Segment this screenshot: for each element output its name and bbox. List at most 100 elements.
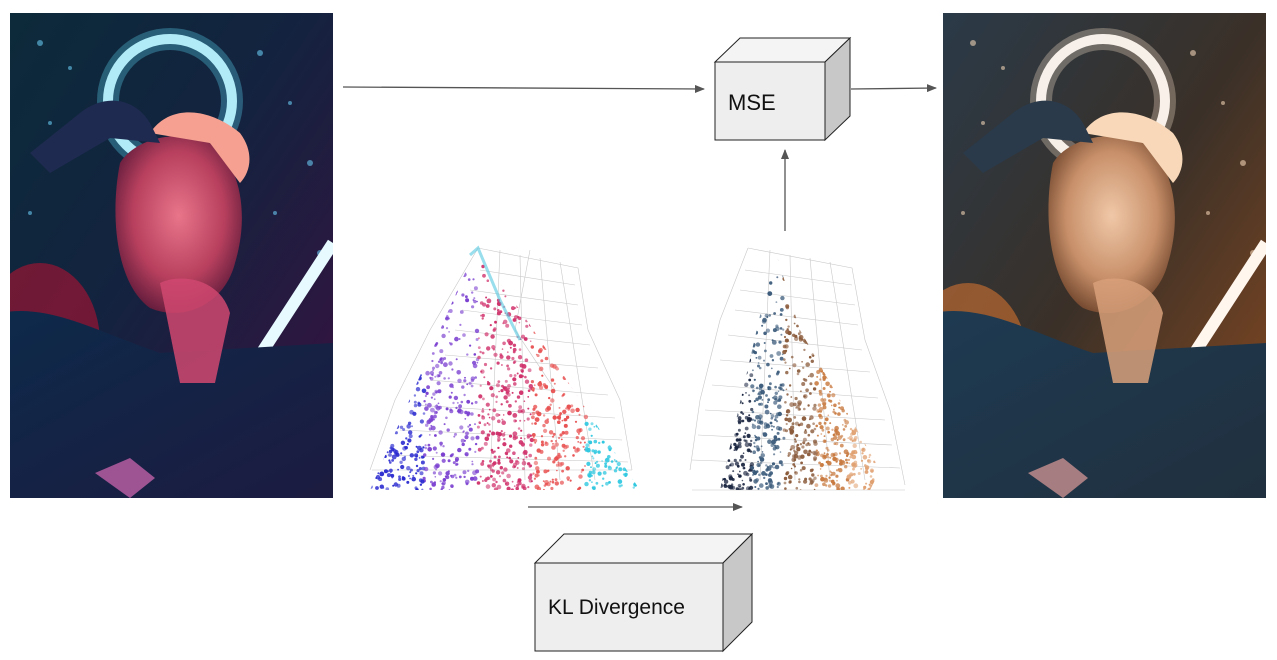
cloud-point xyxy=(877,476,880,479)
cloud-point xyxy=(799,489,802,490)
cloud-point xyxy=(745,349,749,353)
cloud-point xyxy=(860,468,862,470)
cloud-point xyxy=(769,421,773,425)
cloud-point xyxy=(799,468,803,472)
cloud-point xyxy=(844,402,849,406)
cloud-point xyxy=(576,393,580,397)
cloud-point xyxy=(583,286,586,290)
cloud-point xyxy=(573,382,576,385)
cloud-point xyxy=(555,463,560,467)
cloud-point xyxy=(756,425,761,430)
cloud-point xyxy=(735,487,739,490)
cloud-point xyxy=(463,379,467,383)
cloud-point xyxy=(755,415,760,420)
cloud-point xyxy=(855,387,858,389)
cloud-point xyxy=(424,406,429,411)
cloud-point xyxy=(849,427,853,431)
cloud-point xyxy=(843,377,849,382)
cloud-point xyxy=(789,402,795,407)
cloud-point xyxy=(375,476,378,479)
cloud-point xyxy=(550,439,553,443)
cloud-point xyxy=(754,486,757,488)
cloud-point xyxy=(506,338,511,343)
cloud-point xyxy=(396,411,401,417)
cloud-point xyxy=(606,399,609,402)
cloud-point xyxy=(747,358,752,363)
cloud-point xyxy=(430,424,433,427)
cloud-point xyxy=(832,369,835,372)
cloud-point xyxy=(438,471,443,476)
cloud-point xyxy=(554,456,559,461)
cloud-point xyxy=(518,390,524,396)
cloud-point xyxy=(770,414,775,418)
cloud-point xyxy=(798,478,801,481)
cloud-point xyxy=(447,459,451,463)
cloud-point xyxy=(391,454,397,460)
cloud-point xyxy=(569,376,574,381)
cloud-point xyxy=(781,353,784,356)
cloud-point xyxy=(773,400,778,405)
cloud-point xyxy=(419,434,422,438)
cloud-point xyxy=(385,390,391,396)
cloud-point xyxy=(434,434,437,437)
cloud-point xyxy=(549,480,552,483)
cloud-point xyxy=(454,432,457,436)
cloud-point xyxy=(728,375,733,379)
cloud-point xyxy=(560,353,564,357)
cloud-point xyxy=(727,402,730,405)
cloud-point xyxy=(543,469,548,474)
cloud-point xyxy=(408,330,412,334)
cloud-point xyxy=(401,330,406,335)
cloud-point xyxy=(425,391,429,395)
cloud-point xyxy=(774,398,778,401)
cloud-point xyxy=(561,431,565,435)
cloud-point xyxy=(838,375,841,378)
cloud-point xyxy=(431,352,435,355)
cloud-point xyxy=(493,307,497,311)
cloud-point xyxy=(492,477,496,482)
cloud-point xyxy=(853,327,857,331)
cloud-point xyxy=(812,406,817,411)
cloud-point xyxy=(409,477,411,480)
cloud-point xyxy=(813,337,817,341)
cloud-point xyxy=(371,373,375,378)
cloud-point xyxy=(604,464,608,468)
cloud-point xyxy=(437,402,440,405)
cloud-point xyxy=(826,354,829,357)
cloud-point xyxy=(790,396,793,398)
cloud-point xyxy=(417,331,421,336)
cloud-point xyxy=(763,422,768,426)
cloud-point xyxy=(850,297,855,301)
cloud-point xyxy=(606,427,609,429)
cloud-point xyxy=(791,454,796,459)
cloud-point xyxy=(501,420,507,426)
cloud-point xyxy=(851,429,854,432)
cloud-point xyxy=(613,319,618,324)
cloud-point xyxy=(560,461,565,466)
cloud-point xyxy=(796,372,800,376)
cloud-point xyxy=(379,299,382,303)
cloud-point xyxy=(551,445,556,450)
cloud-point xyxy=(746,433,751,438)
cloud-point xyxy=(483,376,486,379)
cloud-point xyxy=(561,419,564,422)
cloud-point xyxy=(800,454,805,459)
cloud-point xyxy=(580,471,583,473)
cloud-point xyxy=(434,375,437,378)
cloud-point xyxy=(534,422,537,425)
cloud-point xyxy=(391,447,395,452)
cloud-point xyxy=(528,453,532,458)
cloud-point xyxy=(385,487,390,490)
cloud-point xyxy=(471,291,474,294)
cloud-point xyxy=(427,443,431,447)
cloud-point xyxy=(543,428,548,433)
cloud-point xyxy=(528,478,533,483)
cloud-point xyxy=(749,326,755,332)
cloud-point xyxy=(531,433,536,437)
cloud-point xyxy=(477,337,480,340)
cloud-point xyxy=(875,346,877,348)
cloud-point xyxy=(375,486,379,490)
cloud-point xyxy=(769,484,775,489)
cloud-point xyxy=(852,335,854,338)
cloud-point xyxy=(870,435,874,439)
